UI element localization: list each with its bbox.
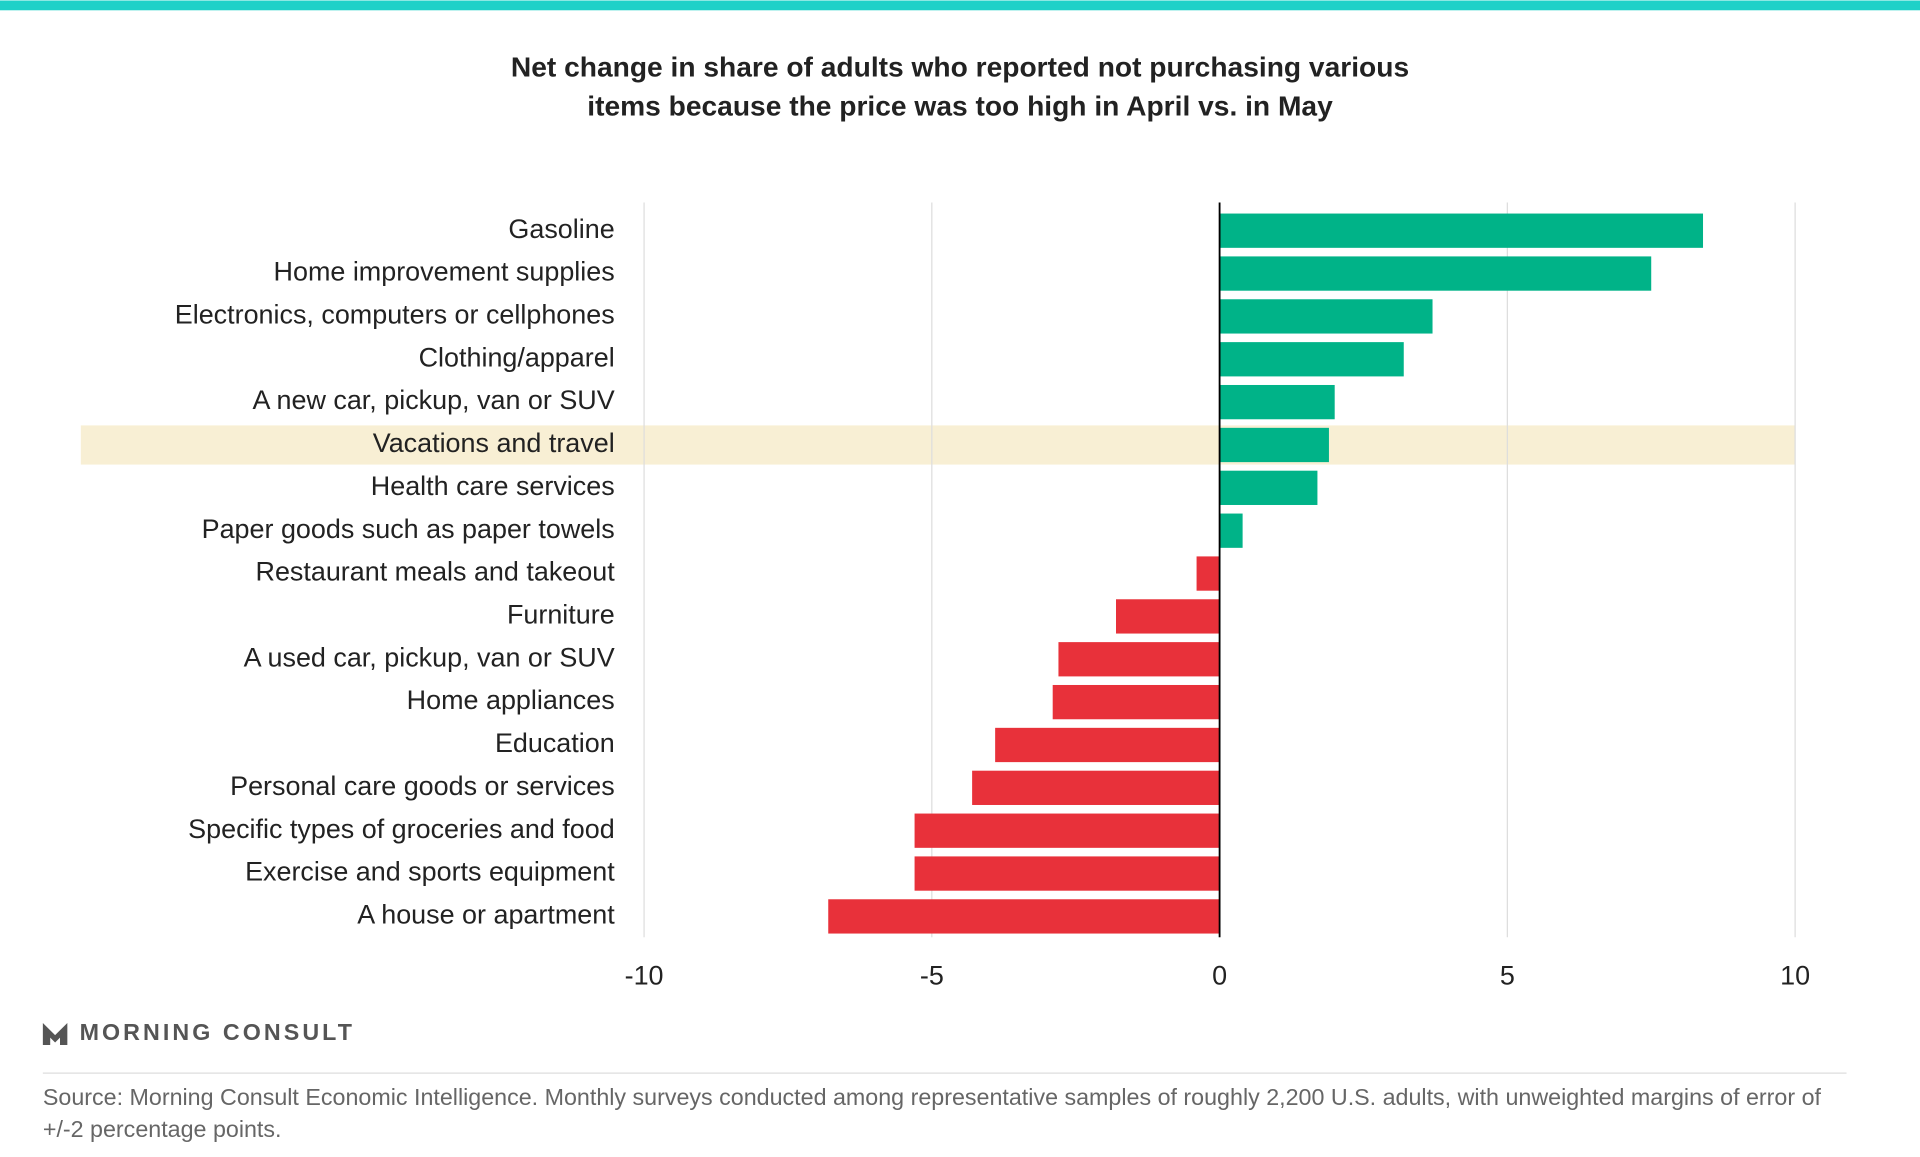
x-tick-label: 10 — [1780, 961, 1810, 991]
category-label: Exercise and sports equipment — [245, 857, 615, 887]
category-label: A used car, pickup, van or SUV — [244, 642, 615, 672]
bar — [1219, 299, 1433, 334]
title-box: Net change in share of adults who report… — [510, 50, 1410, 122]
category-label: Electronics, computers or cellphones — [175, 300, 615, 330]
bar — [1219, 470, 1318, 505]
category-label: A new car, pickup, van or SUV — [253, 385, 615, 415]
category-label: Home appliances — [407, 685, 615, 715]
bar — [972, 770, 1220, 805]
bar — [1116, 599, 1220, 634]
chart-title: Net change in share of adults who report… — [510, 50, 1410, 122]
category-label: Home improvement supplies — [274, 257, 615, 287]
category-label: Education — [495, 728, 615, 758]
highlight-band — [80, 425, 1796, 465]
brand: MORNING CONSULT — [80, 1019, 355, 1045]
background-layer: -10 -5 0 5 10 — [80, 202, 1810, 991]
x-tick-label: -10 — [625, 961, 664, 991]
category-label: Gasoline — [508, 214, 614, 244]
logo-icon — [42, 1022, 68, 1045]
bar — [1052, 684, 1220, 720]
logo — [42, 1022, 68, 1045]
category-label: Clothing/apparel — [419, 342, 615, 372]
bar — [828, 899, 1220, 934]
x-tick-label: 0 — [1212, 961, 1227, 991]
category-label: Restaurant meals and takeout — [256, 557, 616, 587]
category-label: Personal care goods or services — [230, 771, 615, 801]
bar — [1219, 342, 1404, 377]
bar — [1219, 513, 1243, 548]
bar — [1219, 256, 1652, 291]
bar — [914, 813, 1220, 848]
bar — [1219, 213, 1704, 248]
source-box: Source: Morning Consult Economic Intelli… — [42, 1085, 1821, 1143]
source: Source: Morning Consult Economic Intelli… — [42, 1085, 1821, 1143]
category-label: Health care services — [371, 471, 615, 501]
category-label: Vacations and travel — [373, 428, 615, 458]
bar — [1196, 556, 1220, 591]
bar — [1219, 384, 1335, 420]
bar — [1219, 427, 1329, 463]
bar — [1058, 642, 1220, 677]
category-label: Paper goods such as paper towels — [202, 514, 615, 544]
bar — [995, 727, 1220, 763]
category-label: A house or apartment — [357, 900, 615, 930]
marks-layer: Gasoline Home improvement supplies Electro… — [175, 202, 1704, 938]
bar — [914, 856, 1220, 891]
top-bar — [0, 0, 1920, 11]
x-tick-label: 5 — [1500, 961, 1515, 991]
category-label: Furniture — [507, 600, 615, 630]
x-tick-label: -5 — [920, 961, 944, 991]
category-label: Specific types of groceries and food — [188, 814, 615, 844]
